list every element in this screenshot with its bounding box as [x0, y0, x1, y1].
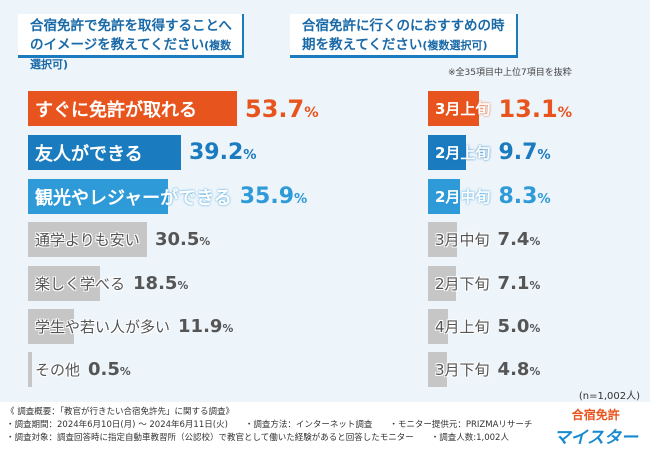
bar-label: すぐに免許が取れる — [35, 99, 197, 121]
bar-label: 2月下旬 — [435, 275, 490, 293]
bar-label: 3月中旬 — [435, 231, 490, 249]
bar-row: 観光やレジャーができる 35.9% — [28, 179, 307, 214]
footer: 《 調査概要：「教官が行きたい合宿免許先」に関する調査》 ・調査期間：2024年… — [0, 402, 650, 450]
bar — [28, 179, 168, 214]
bar-label: 楽しく学べる — [35, 275, 126, 293]
bar-row: 2月中旬 8.3% — [428, 179, 551, 214]
bar-row: 2月上旬 9.7% — [428, 135, 551, 170]
bar-row: 3月上旬 13.1% — [428, 91, 572, 126]
value-label: 13.1% — [498, 94, 573, 123]
bar-label: 3月下旬 — [435, 361, 490, 379]
value-label: 0.5% — [88, 359, 131, 380]
footer-line: ・調査対象：調査回答時に指定自動車教習所（公認校）で教官として働いた経験があると… — [6, 433, 509, 443]
note: ※全35項目中上位7項目を抜粋 — [448, 68, 572, 78]
value-label: 53.7% — [245, 94, 319, 123]
logo: 合宿免許 マイスター — [553, 408, 639, 448]
bar-row: 3月下旬 4.8% — [428, 352, 540, 387]
bar — [428, 135, 466, 170]
sample-size: (n=1,002人) — [578, 391, 640, 402]
value-label: 18.5% — [133, 273, 189, 294]
bar — [28, 135, 181, 170]
bar-label: 観光やレジャーができる — [35, 187, 232, 209]
bar-label: 通学よりも安い — [35, 231, 140, 249]
value-label: 7.1% — [497, 273, 541, 294]
bar — [428, 309, 448, 344]
bar-row: 2月下旬 7.1% — [428, 266, 540, 301]
bar-label: 4月上旬 — [435, 318, 490, 336]
bar-row: 3月中旬 7.4% — [428, 222, 540, 257]
bar-label: 学生や若い人が多い — [35, 318, 171, 336]
bar-row: その他 0.5% — [28, 352, 131, 387]
value-label: 30.5% — [155, 229, 211, 250]
bar — [28, 266, 101, 301]
bar-row: 楽しく学べる 18.5% — [28, 266, 188, 301]
bar-label: 3月上旬 — [435, 100, 491, 118]
bar — [428, 222, 457, 257]
footer-line: 《 調査概要：「教官が行きたい合宿免許先」に関する調査》 — [6, 407, 234, 417]
bar-label: 2月中旬 — [435, 188, 491, 206]
value-label: 5.0% — [497, 316, 541, 337]
value-label: 39.2% — [189, 140, 257, 165]
bar — [428, 266, 456, 301]
bar — [28, 352, 32, 387]
bar — [428, 179, 461, 214]
bar-row: 4月上旬 5.0% — [428, 309, 540, 344]
bar — [28, 309, 75, 344]
footer-line: ・調査期間：2024年6月10日(月) ～ 2024年6月11日(火) ・調査方… — [6, 420, 533, 430]
value-label: 35.9% — [239, 184, 308, 209]
bar — [28, 91, 238, 126]
value-label: 11.9% — [178, 316, 234, 337]
value-label: 7.4% — [497, 229, 541, 250]
bar — [28, 222, 147, 257]
bar — [428, 352, 447, 387]
bar — [428, 91, 480, 126]
value-label: 9.7% — [498, 140, 551, 165]
value-label: 4.8% — [497, 359, 541, 380]
bar-row: 通学よりも安い 30.5% — [28, 222, 210, 257]
bar-row: 友人ができる 39.2% — [28, 135, 257, 170]
bar-label: 友人ができる — [35, 143, 143, 165]
left-chart-title: 合宿免許で免許を取得することへのイメージを教えてください(複数選択可) — [18, 14, 244, 71]
bar-label: その他 — [35, 361, 81, 379]
value-label: 8.3% — [498, 184, 551, 209]
right-chart-title: 合宿免許に行くのにおすすめの時期を教えてください(複数選択可) — [290, 14, 518, 58]
bar-row: 学生や若い人が多い 11.9% — [28, 309, 233, 344]
bar-label: 2月上旬 — [435, 144, 491, 162]
bar-row: すぐに免許が取れる 53.7% — [28, 91, 319, 126]
